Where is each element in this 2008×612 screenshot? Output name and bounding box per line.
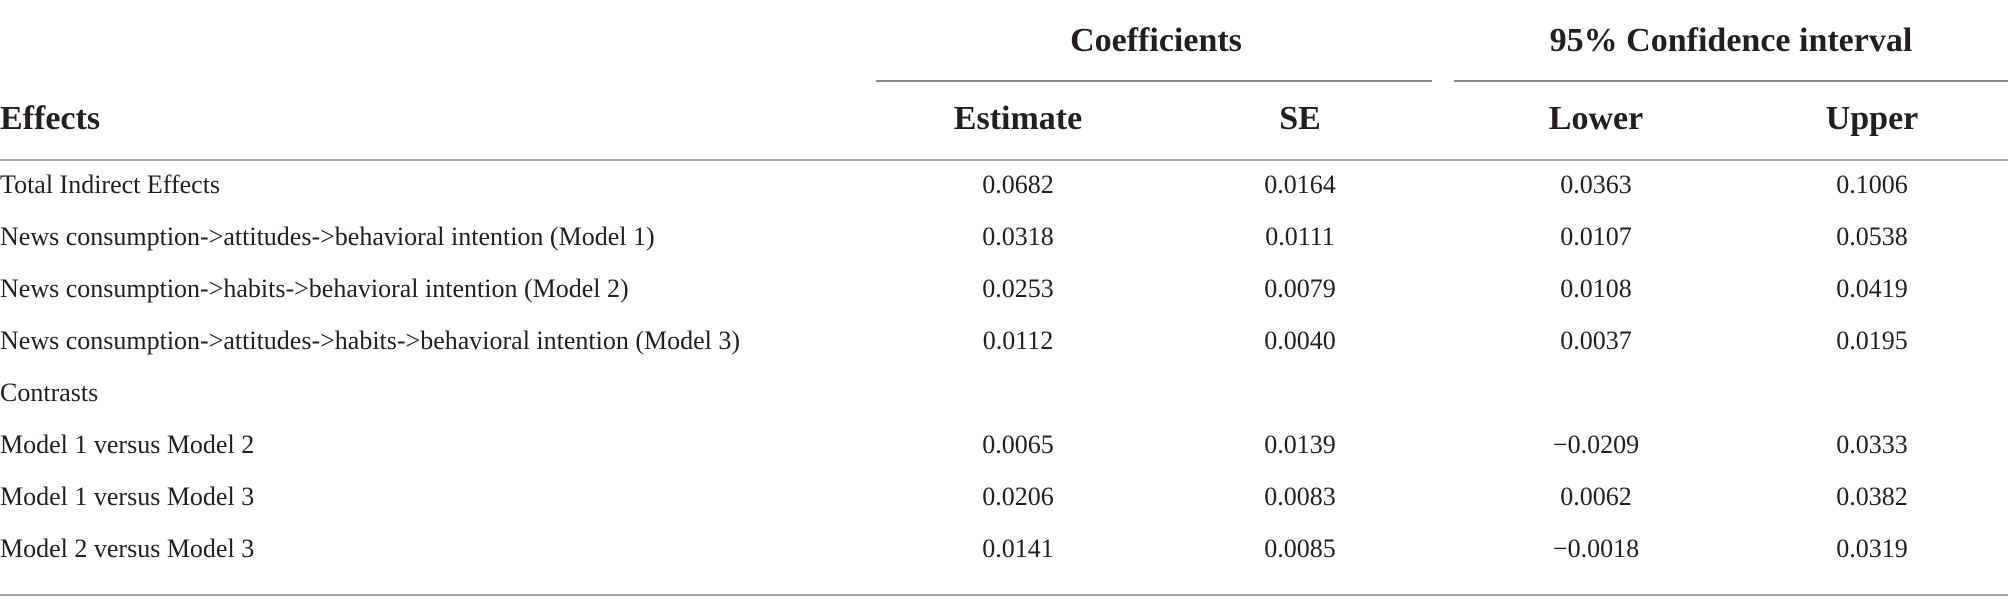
column-header-estimate: Estimate <box>953 100 1083 137</box>
upper-cell: 0.0195 <box>1836 326 1908 355</box>
lower-cell: 0.0062 <box>1560 482 1632 511</box>
se-cell: 0.0085 <box>1264 534 1336 563</box>
se-cell: 0.0040 <box>1264 326 1336 355</box>
table-row: Model 1 versus Model 3 0.0206 0.0083 0.0… <box>0 471 2008 523</box>
upper-cell: 0.0538 <box>1836 222 1908 251</box>
upper-cell: 0.0319 <box>1836 534 1908 563</box>
table-row: News consumption->attitudes->habits->beh… <box>0 315 2008 367</box>
column-header-effects: Effects <box>0 100 101 137</box>
row-label: Model 1 versus Model 2 <box>0 430 255 459</box>
se-cell: 0.0083 <box>1264 482 1336 511</box>
row-label: News consumption->attitudes->behavioral … <box>0 222 655 251</box>
row-label: Total Indirect Effects <box>0 170 221 199</box>
header-rule <box>0 159 2008 161</box>
row-label: Model 2 versus Model 3 <box>0 534 255 563</box>
lower-cell: 0.0363 <box>1560 170 1632 199</box>
estimate-cell: 0.0253 <box>982 274 1054 303</box>
group-header-coefficients: Coefficients <box>1070 22 1242 59</box>
estimate-cell: 0.0318 <box>982 222 1054 251</box>
upper-cell: 0.0333 <box>1836 430 1908 459</box>
row-label: News consumption->attitudes->habits->beh… <box>0 326 741 355</box>
row-label: Contrasts <box>0 378 99 407</box>
row-label: Model 1 versus Model 3 <box>0 482 255 511</box>
upper-cell: 0.0382 <box>1836 482 1908 511</box>
estimate-cell: 0.0112 <box>982 326 1054 355</box>
group-header-confidence-interval: 95% Confidence interval <box>1549 22 1913 59</box>
estimate-cell: 0.0682 <box>982 170 1054 199</box>
group-rule-confidence-interval <box>1454 80 2008 82</box>
estimate-cell: 0.0206 <box>982 482 1054 511</box>
se-cell: 0.0111 <box>1265 222 1335 251</box>
group-rule-coefficients <box>876 80 1432 82</box>
se-cell: 0.0139 <box>1264 430 1336 459</box>
column-header-upper: Upper <box>1825 100 1919 137</box>
estimate-cell: 0.0141 <box>982 534 1054 563</box>
upper-cell: 0.0419 <box>1836 274 1908 303</box>
row-label: News consumption->habits->behavioral int… <box>0 274 629 303</box>
column-header-lower: Lower <box>1548 100 1644 137</box>
table-row: Model 1 versus Model 2 0.0065 0.0139 −0.… <box>0 419 2008 471</box>
table-row: Contrasts <box>0 367 2008 419</box>
upper-cell: 0.1006 <box>1836 170 1908 199</box>
column-header-se: SE <box>1279 100 1321 137</box>
lower-cell: −0.0018 <box>1552 534 1640 563</box>
table-row: Total Indirect Effects 0.0682 0.0164 0.0… <box>0 159 2008 211</box>
lower-cell: 0.0107 <box>1560 222 1632 251</box>
lower-cell: 0.0037 <box>1560 326 1632 355</box>
estimate-cell: 0.0065 <box>982 430 1054 459</box>
bottom-rule <box>0 594 2008 596</box>
lower-cell: −0.0209 <box>1552 430 1640 459</box>
table-row: News consumption->habits->behavioral int… <box>0 263 2008 315</box>
lower-cell: 0.0108 <box>1560 274 1632 303</box>
se-cell: 0.0079 <box>1264 274 1336 303</box>
table-row: Model 2 versus Model 3 0.0141 0.0085 −0.… <box>0 523 2008 575</box>
table-row: News consumption->attitudes->behavioral … <box>0 211 2008 263</box>
se-cell: 0.0164 <box>1264 170 1336 199</box>
